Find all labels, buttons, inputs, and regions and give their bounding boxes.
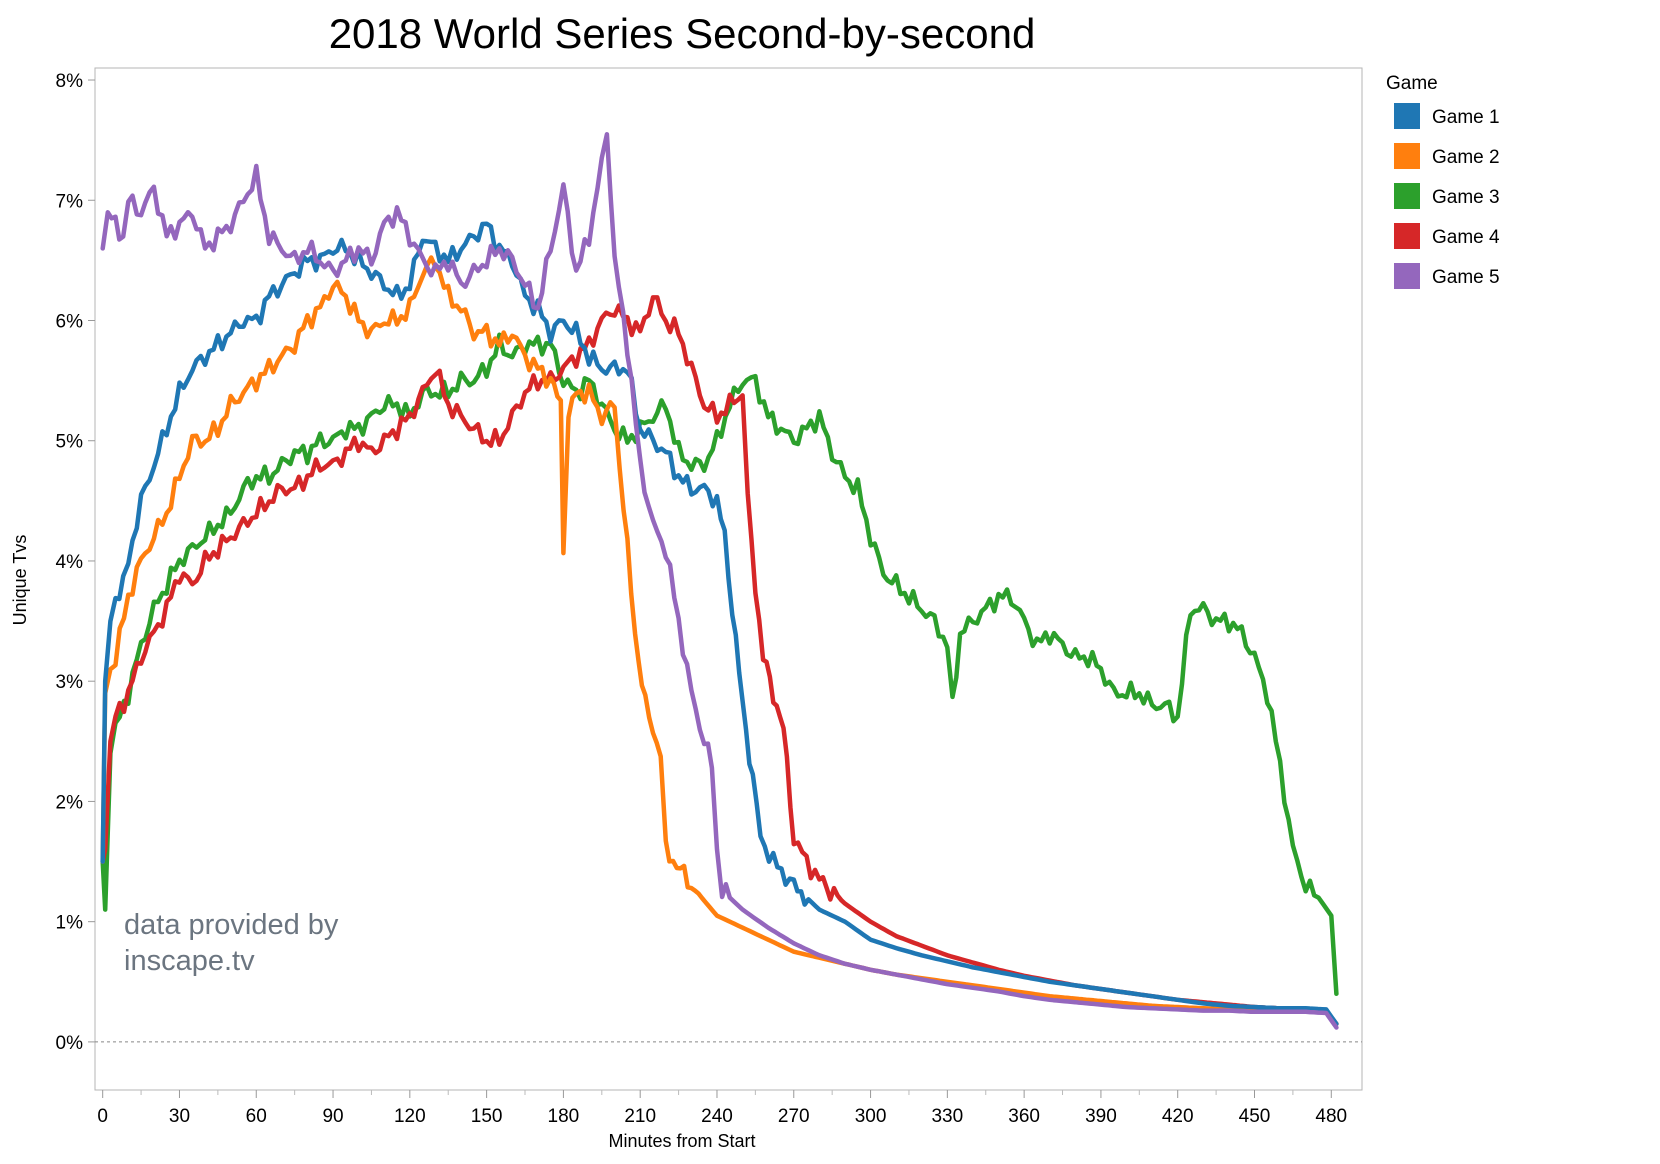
- legend-label: Game 1: [1432, 107, 1500, 128]
- legend-title: Game: [1386, 73, 1438, 94]
- y-axis-title: Unique Tvs: [10, 535, 30, 626]
- legend-swatch: [1394, 263, 1420, 289]
- x-tick-label: 450: [1239, 1106, 1271, 1127]
- series-layer: [100, 132, 1339, 1030]
- legend: Game Game 1 Game 2 Game 3 Game 4 Game 5: [1386, 73, 1500, 289]
- series-line-game-1: [100, 221, 1339, 1027]
- x-tick-label: 360: [1008, 1106, 1040, 1127]
- y-tick-label: 0%: [56, 1033, 84, 1054]
- x-tick-label: 240: [701, 1106, 733, 1127]
- series-line-game-2: [100, 255, 1339, 1027]
- plot-frame: [94, 67, 1363, 1091]
- legend-label: Game 2: [1432, 147, 1500, 168]
- x-tick-label: 300: [855, 1106, 887, 1127]
- y-tick-label: 8%: [56, 71, 84, 92]
- x-tick-label: 210: [624, 1106, 656, 1127]
- annotation-line-1: data provided by: [124, 909, 339, 941]
- x-tick-label: 120: [394, 1106, 426, 1127]
- series-line-game-5: [100, 132, 1339, 1030]
- x-tick-label: 270: [778, 1106, 810, 1127]
- x-tick-label: 0: [97, 1106, 108, 1127]
- x-tick-label: 180: [548, 1106, 580, 1127]
- annotation-line-2: inscape.tv: [124, 945, 255, 977]
- y-tick-label: 7%: [56, 191, 84, 212]
- x-tick-label: 390: [1085, 1106, 1117, 1127]
- chart-title: 2018 World Series Second-by-second: [329, 10, 1036, 57]
- plot-area: [94, 67, 1363, 1091]
- y-axis: 0% 1% 2% 3% 4% 5% 6% 7% 8%: [56, 71, 95, 1054]
- y-tick-label: 5%: [56, 432, 84, 453]
- x-tick-label: 420: [1162, 1106, 1194, 1127]
- legend-label: Game 3: [1432, 187, 1500, 208]
- legend-swatch: [1394, 183, 1420, 209]
- legend-swatch: [1394, 223, 1420, 249]
- y-tick-label: 1%: [56, 913, 84, 934]
- x-tick-label: 480: [1315, 1106, 1347, 1127]
- legend-label: Game 4: [1432, 227, 1500, 248]
- y-tick-label: 4%: [56, 552, 84, 573]
- legend-label: Game 5: [1432, 267, 1500, 288]
- x-tick-label: 150: [471, 1106, 503, 1127]
- x-axis-title: Minutes from Start: [608, 1131, 755, 1151]
- series-line-game-3: [100, 332, 1339, 997]
- x-tick-label: 90: [322, 1106, 343, 1127]
- x-axis: 0 30 60 90 120 150 180 210 240 270 300 330 360 390 420…: [97, 1090, 1347, 1127]
- y-tick-label: 6%: [56, 311, 84, 332]
- legend-swatch: [1394, 143, 1420, 169]
- x-tick-label: 30: [169, 1106, 190, 1127]
- y-tick-label: 3%: [56, 672, 84, 693]
- y-tick-label: 2%: [56, 792, 84, 813]
- legend-swatch: [1394, 103, 1420, 129]
- x-tick-label: 60: [246, 1106, 267, 1127]
- x-tick-label: 330: [931, 1106, 963, 1127]
